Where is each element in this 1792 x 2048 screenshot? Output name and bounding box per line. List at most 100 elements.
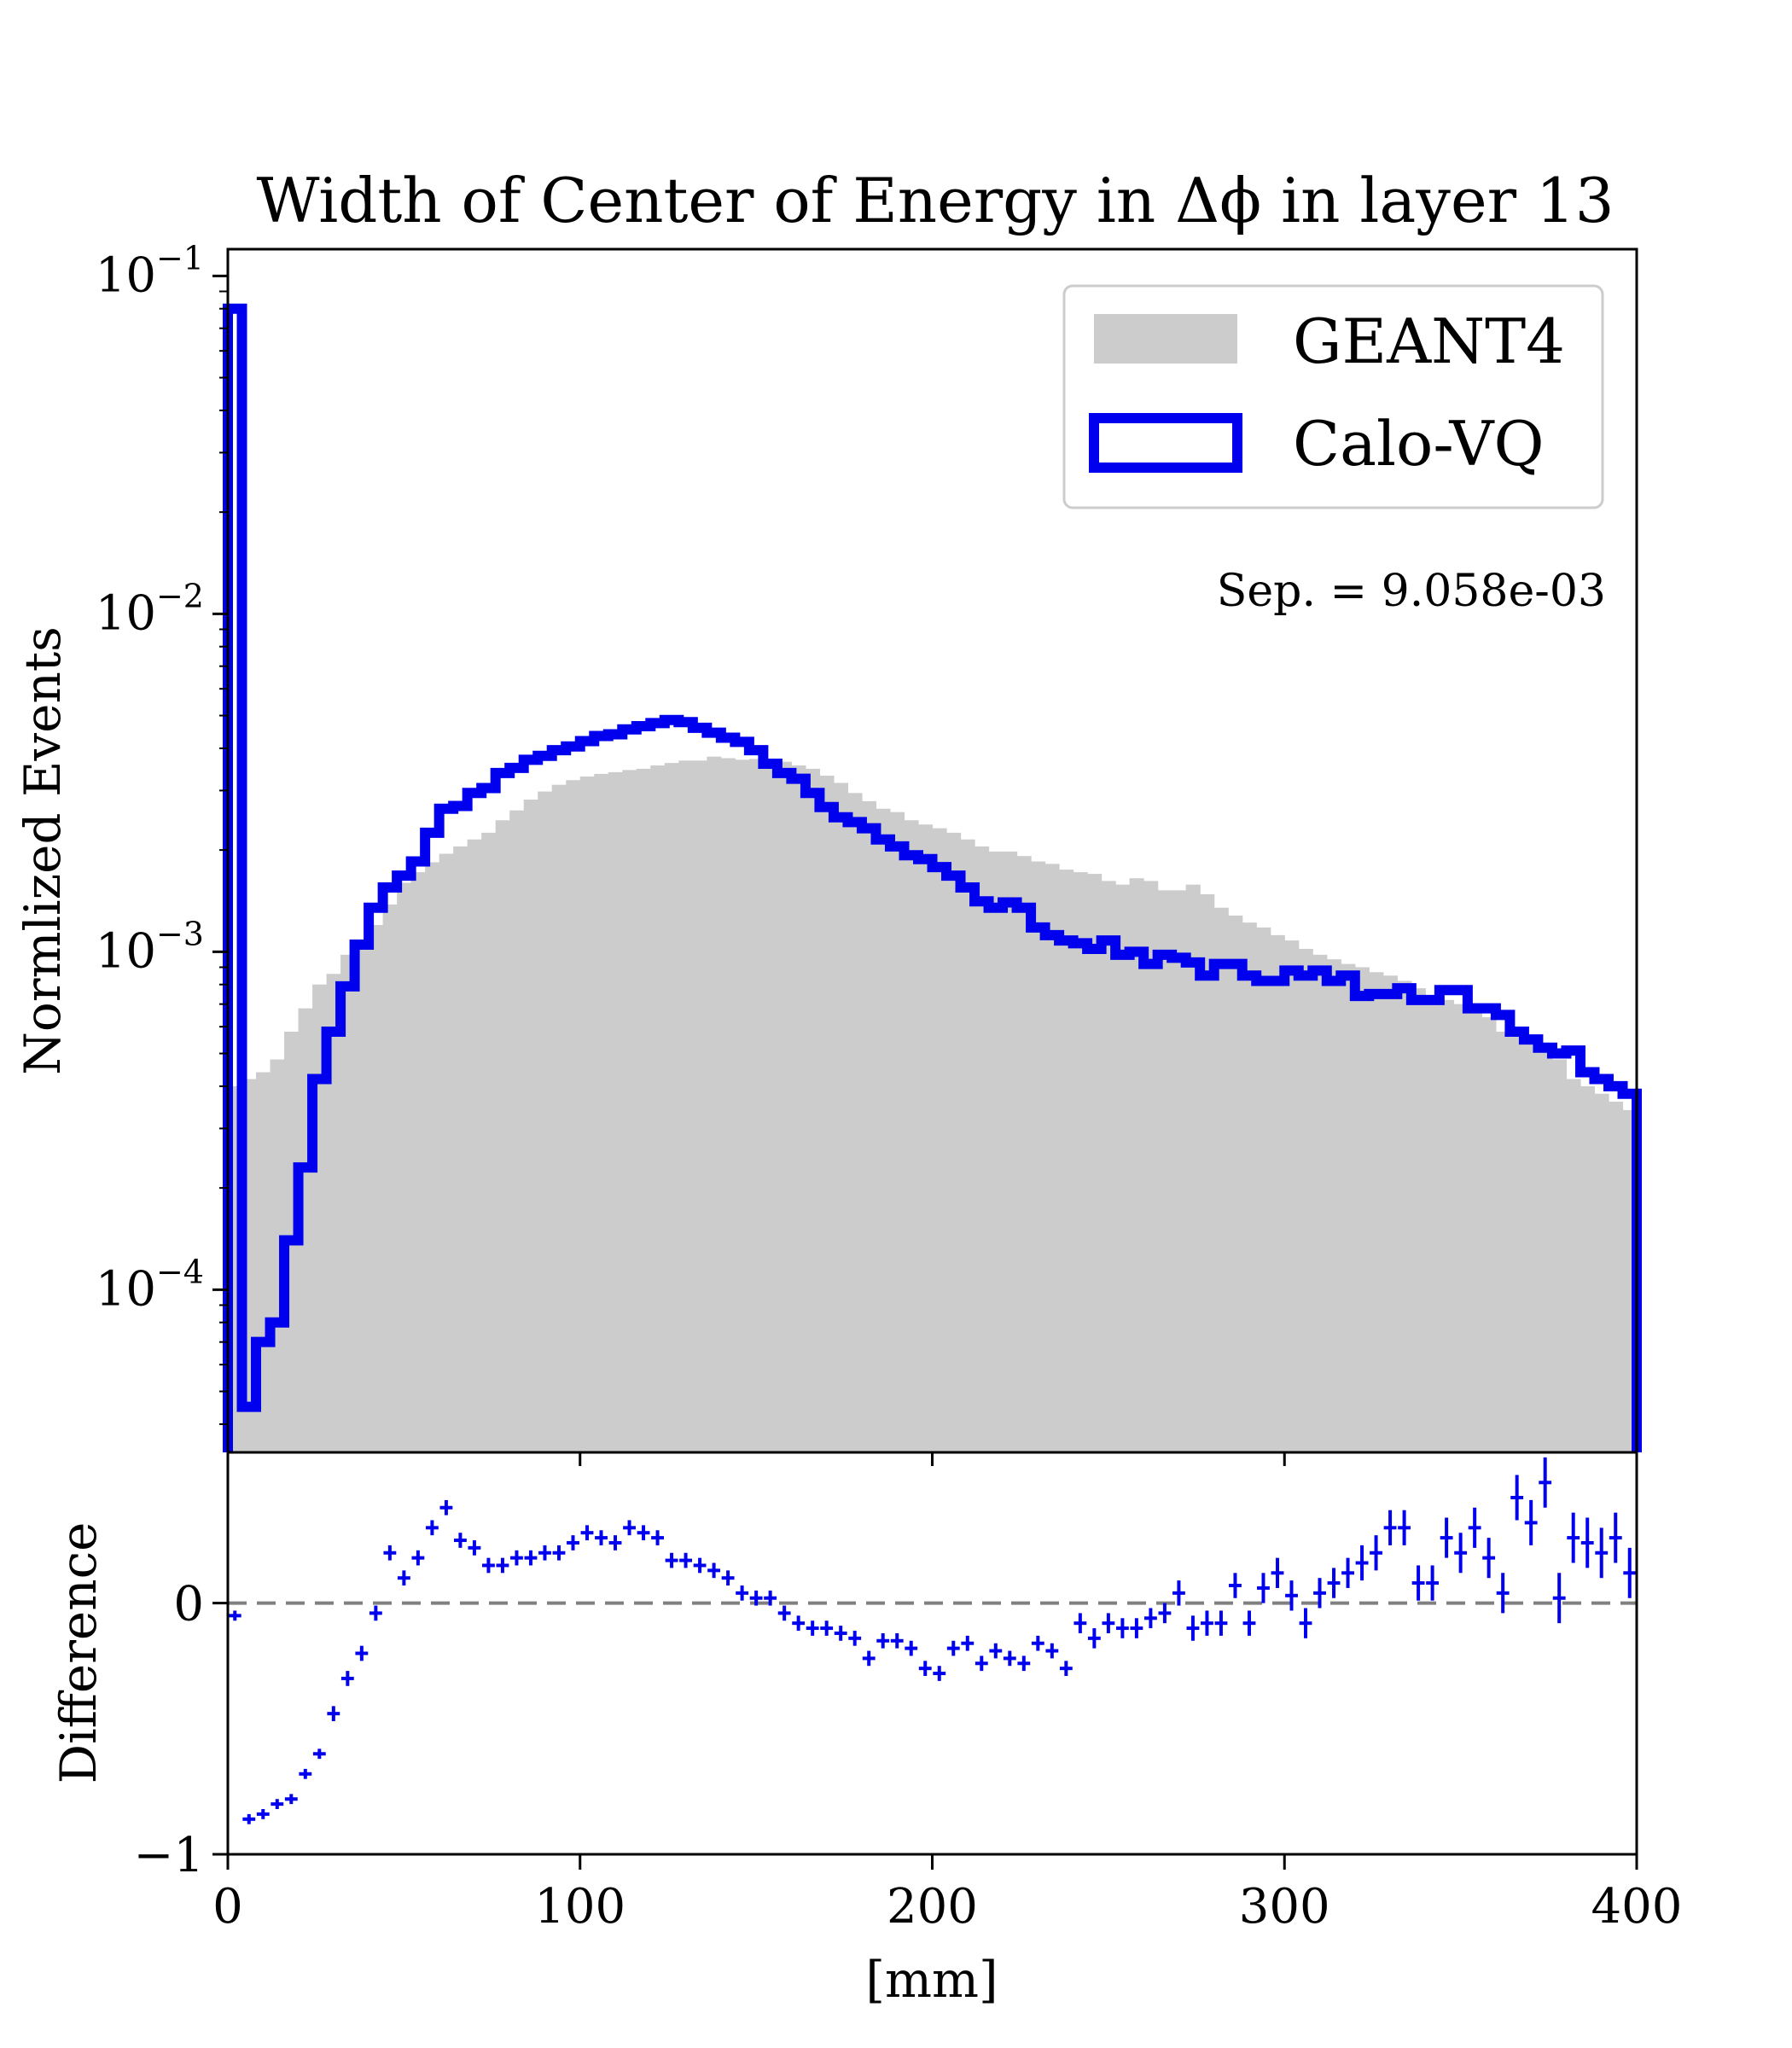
geant4-bar: [1242, 922, 1257, 1452]
geant4-bar: [1031, 861, 1046, 1452]
geant4-bar: [1397, 980, 1412, 1452]
geant4-bar: [960, 839, 975, 1452]
difference-point: [693, 1557, 707, 1574]
difference-point: [299, 1768, 312, 1779]
geant4-bar: [622, 770, 637, 1452]
difference-point: [1299, 1608, 1312, 1638]
difference-point: [1539, 1457, 1552, 1508]
geant4-bar: [1016, 856, 1032, 1452]
difference-point: [918, 1661, 932, 1676]
geant4-bar: [735, 759, 750, 1452]
geant4-bar: [495, 820, 510, 1452]
geant4-bar: [975, 846, 990, 1452]
geant4-bar: [1439, 999, 1454, 1452]
top-y-axis-title: Normlized Events: [14, 626, 72, 1075]
geant4-bar: [481, 832, 497, 1452]
difference-point: [1595, 1527, 1609, 1579]
difference-point: [228, 1610, 241, 1621]
difference-point: [1257, 1573, 1270, 1603]
difference-point: [1609, 1512, 1622, 1563]
difference-point: [580, 1525, 594, 1541]
difference-point: [749, 1590, 763, 1606]
difference-point: [1158, 1603, 1172, 1624]
geant4-bar: [1566, 1079, 1581, 1452]
difference-point: [1468, 1507, 1481, 1548]
geant4-bar: [1312, 954, 1328, 1452]
difference-point: [890, 1632, 904, 1649]
legend-calo-vq-swatch: [1089, 413, 1242, 473]
geant4-bar: [354, 940, 369, 1452]
geant4-bar: [1172, 890, 1187, 1452]
difference-point: [1045, 1643, 1059, 1659]
geant4-bar: [1354, 967, 1370, 1452]
geant4-bar: [523, 800, 538, 1452]
difference-point: [496, 1557, 509, 1574]
geant4-bar: [876, 808, 891, 1452]
difference-point: [1017, 1655, 1031, 1672]
geant4-bar: [340, 954, 356, 1452]
geant4-bar: [946, 832, 962, 1452]
difference-point: [439, 1499, 453, 1516]
difference-point: [848, 1631, 862, 1646]
difference-point: [1130, 1618, 1143, 1638]
top-panel: 10−1 10−2 10−3 10−4 GEANT4 Calo-VQ Sep. = 9…: [14, 239, 1642, 1466]
y-tick-label: −1: [133, 1828, 204, 1883]
difference-point: [397, 1570, 410, 1586]
difference-point: [777, 1605, 791, 1621]
geant4-bar: [1228, 915, 1243, 1452]
difference-point: [1271, 1557, 1284, 1588]
difference-point: [468, 1540, 481, 1556]
geant4-bar: [397, 882, 412, 1452]
difference-point: [552, 1545, 566, 1561]
difference-point: [340, 1671, 354, 1686]
difference-point: [1201, 1610, 1213, 1636]
geant4-bar: [988, 851, 1004, 1452]
difference-point: [1186, 1615, 1200, 1641]
legend-geant4-swatch: [1094, 314, 1237, 364]
difference-point: [1426, 1565, 1440, 1601]
geant4-bar: [551, 784, 567, 1452]
difference-point: [637, 1525, 650, 1541]
legend-calo-vq-label: Calo-VQ: [1293, 408, 1545, 480]
y-tick-label: 10−4: [96, 1253, 204, 1317]
difference-point: [1059, 1661, 1073, 1676]
difference-point: [862, 1650, 876, 1667]
geant4-bar: [594, 773, 609, 1452]
difference-point: [1214, 1610, 1228, 1636]
geant4-bar: [326, 974, 341, 1452]
geant4-bar: [1073, 872, 1088, 1452]
geant4-bar: [1608, 1102, 1624, 1452]
geant4-bar: [1044, 864, 1060, 1452]
bottom-y-axis-title: Difference: [49, 1522, 108, 1784]
geant4-bar: [467, 839, 482, 1452]
geant4-bar: [1481, 1017, 1497, 1452]
difference-points: [228, 1457, 1637, 1824]
geant4-bar: [1382, 975, 1398, 1452]
geant4-bar: [1143, 881, 1159, 1452]
difference-point: [425, 1520, 439, 1536]
y-tick-label: 10−1: [96, 239, 204, 303]
difference-point: [1341, 1557, 1354, 1588]
difference-point: [961, 1635, 975, 1651]
geant4-bar: [707, 756, 722, 1452]
difference-point: [1383, 1510, 1397, 1545]
chart-title: Width of Center of Energy in Δϕ in layer…: [256, 165, 1614, 236]
bottom-plot-frame: [226, 1451, 1638, 1856]
geant4-bar: [805, 768, 821, 1452]
geant4-bar: [777, 761, 792, 1452]
difference-point: [1115, 1618, 1129, 1638]
geant4-bar: [1551, 1059, 1568, 1452]
difference-point: [989, 1643, 1003, 1659]
geant4-bar: [453, 846, 468, 1452]
difference-point: [1524, 1499, 1538, 1545]
difference-point: [1370, 1535, 1382, 1571]
geant4-bar: [1369, 972, 1384, 1452]
difference-point: [975, 1655, 988, 1672]
difference-point: [1073, 1613, 1087, 1633]
difference-point: [1003, 1650, 1016, 1667]
difference-point: [327, 1706, 340, 1721]
difference-point: [834, 1626, 847, 1641]
difference-point: [1327, 1568, 1341, 1598]
difference-point: [510, 1550, 523, 1566]
y-tick-label: 10−2: [96, 577, 204, 641]
